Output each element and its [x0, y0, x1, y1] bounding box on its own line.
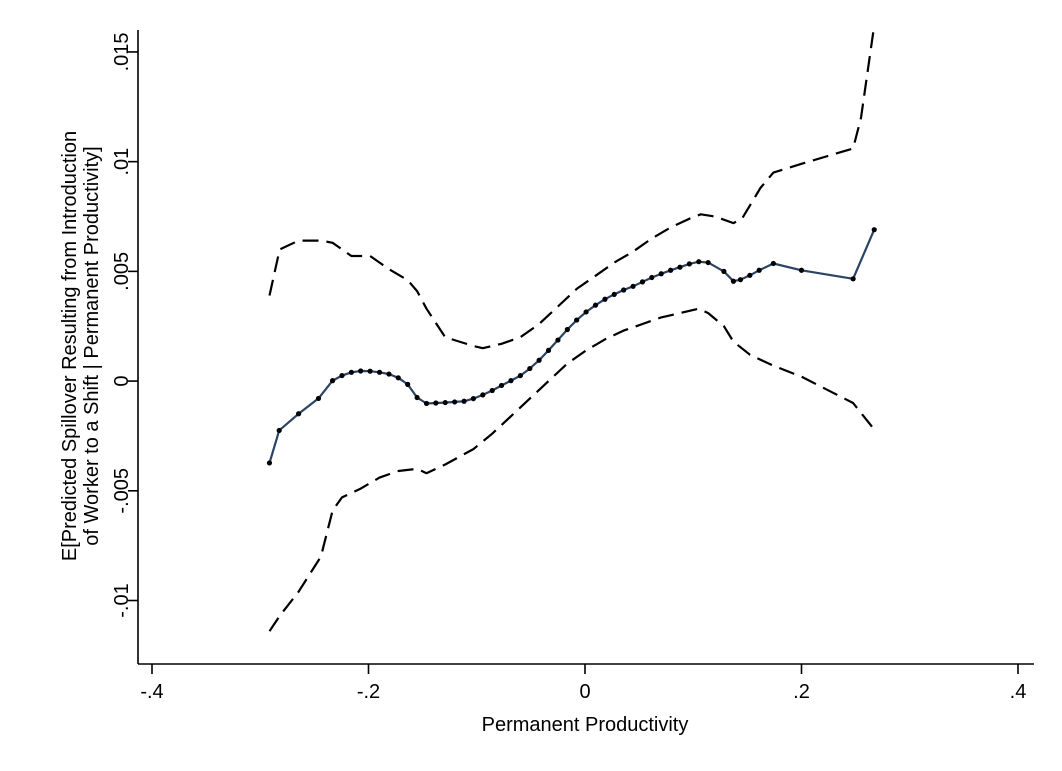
data-point — [480, 392, 486, 398]
x-tick-label: .4 — [1010, 681, 1027, 703]
data-point — [747, 272, 753, 278]
data-point — [339, 372, 345, 379]
x-tick-label: -.2 — [357, 681, 380, 703]
data-point — [677, 264, 683, 270]
series-line-upper-bound — [268, 25, 876, 350]
data-point — [798, 267, 805, 273]
data-point — [705, 259, 711, 266]
data-point — [721, 268, 727, 274]
x-tick-label: 0 — [579, 681, 590, 703]
data-point — [564, 326, 570, 333]
x-tick-label: .2 — [793, 681, 810, 703]
data-point — [756, 267, 762, 273]
data-point — [461, 398, 467, 404]
data-point — [376, 369, 383, 375]
data-point — [649, 274, 655, 281]
data-point — [452, 399, 458, 405]
data-point — [658, 271, 664, 277]
data-point — [583, 309, 589, 315]
data-point — [266, 460, 273, 466]
data-point — [433, 400, 439, 406]
data-point — [611, 291, 617, 298]
data-point — [574, 317, 580, 323]
data-point — [850, 276, 856, 282]
data-point — [545, 347, 552, 353]
series-layer — [266, 25, 877, 632]
x-axis-title: Permanent Productivity — [482, 714, 689, 736]
data-point — [536, 357, 542, 363]
data-point — [527, 365, 533, 372]
data-point — [517, 372, 523, 379]
y-tick-label: .015 — [111, 32, 133, 71]
data-point — [386, 371, 392, 377]
data-point — [489, 387, 495, 394]
y-axis-title-line-1: E[Predicted Spillover Resulting from Int… — [59, 131, 81, 561]
y-tick-label: 0 — [111, 376, 133, 387]
data-point — [470, 396, 476, 402]
data-point — [737, 277, 744, 283]
y-ticks: -.01 -.005 0 .005 .01 .015 — [111, 32, 138, 618]
data-point — [592, 302, 599, 308]
y-tick-label: -.005 — [111, 468, 133, 514]
data-point — [295, 411, 302, 417]
data-point — [414, 394, 420, 401]
data-point — [555, 337, 561, 343]
data-point — [696, 259, 702, 265]
y-axis-title-line-2: of Worker to a Shift | Permanent Product… — [81, 146, 103, 545]
data-point — [621, 287, 627, 293]
y-tick-label: -.01 — [111, 583, 133, 617]
x-ticks: -.4 -.2 0 .2 .4 — [140, 664, 1026, 703]
data-point — [871, 227, 877, 233]
data-point — [395, 375, 401, 381]
data-point — [630, 283, 636, 289]
y-tick-label: .01 — [111, 148, 133, 176]
data-point — [602, 296, 608, 302]
series-line-lower-bound — [268, 307, 876, 632]
data-point — [770, 260, 776, 267]
data-point — [405, 381, 411, 387]
data-point — [508, 378, 514, 384]
data-point — [315, 395, 322, 402]
data-point — [348, 369, 354, 375]
data-point — [639, 279, 646, 285]
data-point — [276, 427, 282, 434]
data-point — [367, 368, 373, 374]
data-point — [668, 267, 674, 273]
plot-area: -.4 -.2 0 .2 .4 -.01 -.005 0 .005 .01 .015 — [111, 25, 1034, 703]
data-point — [442, 399, 448, 406]
data-point — [423, 400, 430, 407]
series-line-estimate — [268, 229, 876, 464]
x-tick-label: -.4 — [140, 681, 163, 703]
data-point — [686, 261, 692, 267]
data-point — [358, 368, 364, 374]
data-point — [730, 278, 737, 284]
y-tick-label: .005 — [111, 252, 133, 291]
data-point — [498, 382, 505, 389]
data-point — [329, 378, 336, 384]
